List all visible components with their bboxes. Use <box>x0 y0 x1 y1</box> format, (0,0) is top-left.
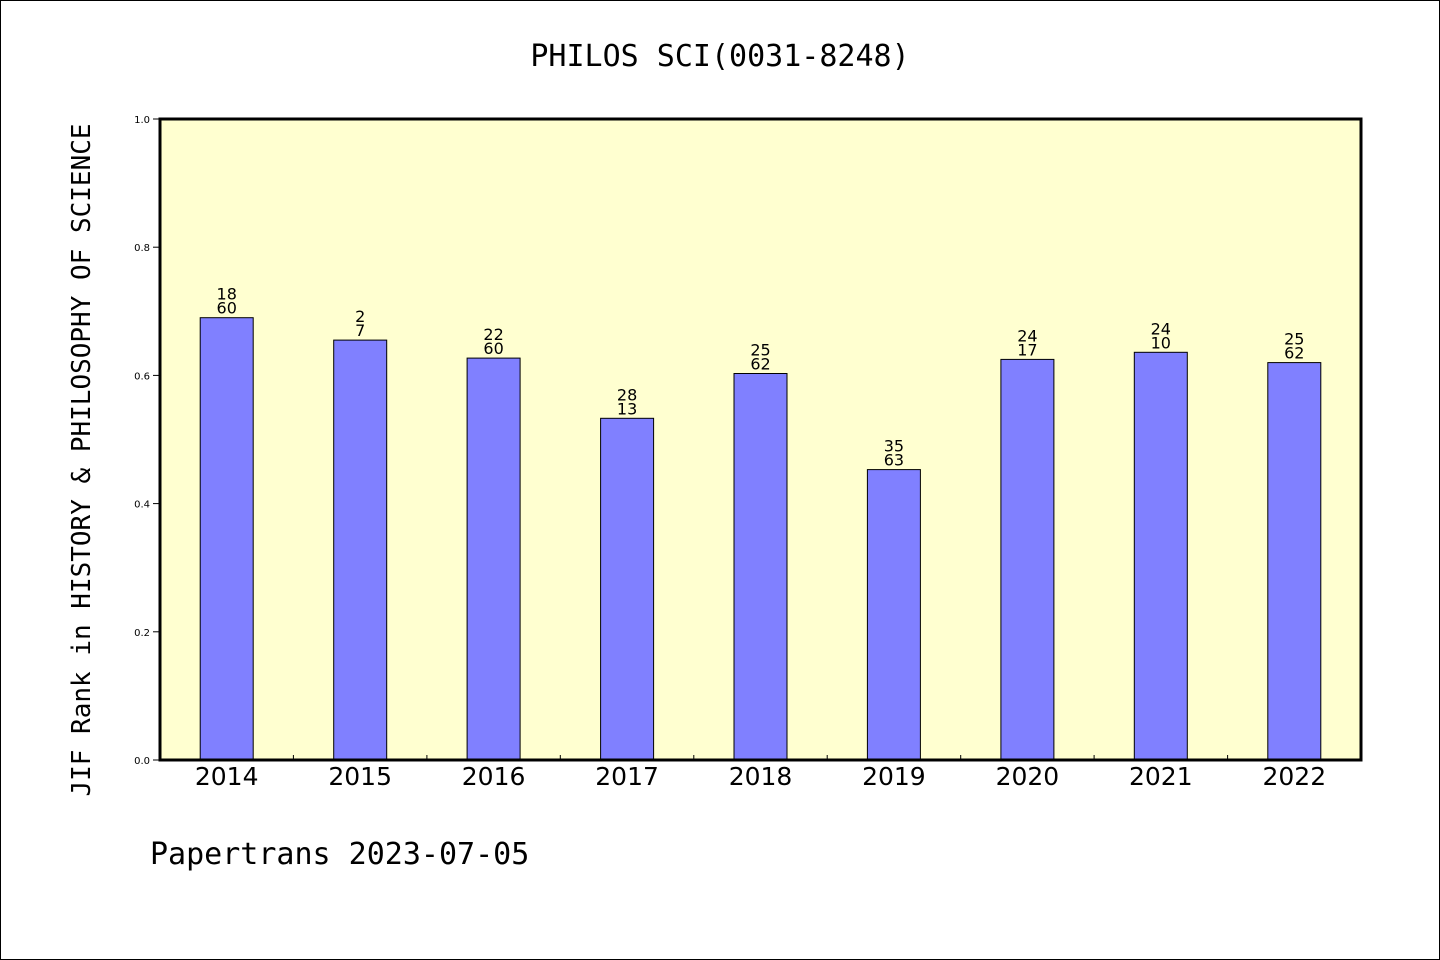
x-tick-label-2016: 2016 <box>462 762 526 791</box>
plot-border <box>158 117 1363 762</box>
x-axis: 2014 2015 2016 2017 2018 2019 2020 2021 2022 <box>195 755 1326 791</box>
bar-2014 <box>199 317 254 761</box>
bar-label-total-2018: 62 <box>750 355 770 374</box>
bar-2018 <box>733 373 788 761</box>
bar-label-total-2017: 13 <box>617 399 637 418</box>
x-tick-label-2020: 2020 <box>996 762 1060 791</box>
bar-label-rank-2022: 25 <box>1284 330 1304 349</box>
bar-label-rank-2017: 28 <box>617 385 637 404</box>
y-axis: 0.0 0.2 0.4 0.6 0.8 1.0 <box>134 115 160 767</box>
bar-2019 <box>866 469 921 761</box>
footer-credit: Papertrans 2023-07-05 <box>150 837 529 872</box>
bar-label-total-2022: 62 <box>1284 344 1304 363</box>
bar-label-rank-2016: 22 <box>483 325 503 344</box>
bar-label-rank-2020: 24 <box>1017 326 1037 345</box>
bar-label-total-2020: 17 <box>1017 340 1037 359</box>
chart-title: PHILOS SCI(0031-8248) <box>530 39 909 74</box>
x-tick-label-2021: 2021 <box>1129 762 1193 791</box>
bar-2017 <box>600 417 655 761</box>
bar-label-rank-2021: 24 <box>1151 319 1171 338</box>
y-axis-label: JIF Rank in HISTORY & PHILOSOPHY OF SCIE… <box>67 123 97 796</box>
y-tick-label-1.0: 1.0 <box>134 115 150 126</box>
bar-2016 <box>466 357 521 761</box>
y-tick-label-0.0: 0.0 <box>134 756 150 767</box>
bar-label-total-2021: 10 <box>1151 333 1171 352</box>
y-tick-label-0.6: 0.6 <box>134 371 150 382</box>
x-tick-label-2019: 2019 <box>862 762 926 791</box>
bar-2021 <box>1133 351 1188 761</box>
bar-label-total-2019: 63 <box>884 451 904 470</box>
x-tick-label-2015: 2015 <box>328 762 392 791</box>
bar-2022 <box>1267 362 1322 761</box>
y-tick-label-0.2: 0.2 <box>134 628 150 639</box>
bar-label-total-2014: 60 <box>217 299 237 318</box>
x-tick-label-2017: 2017 <box>595 762 659 791</box>
x-tick-label-2022: 2022 <box>1262 762 1326 791</box>
bar-2020 <box>1000 358 1055 761</box>
bar-label-rank-2019: 35 <box>884 437 904 456</box>
bar-label-total-2015: 7 <box>355 321 365 340</box>
bar-label-rank-2015: 2 <box>355 307 365 326</box>
bar-2015 <box>333 339 388 761</box>
bar-label-rank-2018: 25 <box>750 341 770 360</box>
y-tick-label-0.4: 0.4 <box>134 500 150 511</box>
x-tick-label-2014: 2014 <box>195 762 259 791</box>
y-tick-label-0.8: 0.8 <box>134 243 150 254</box>
bars-group <box>199 317 1322 761</box>
bar-label-total-2016: 60 <box>483 339 503 358</box>
bar-label-rank-2014: 18 <box>217 285 237 304</box>
x-tick-label-2018: 2018 <box>729 762 793 791</box>
